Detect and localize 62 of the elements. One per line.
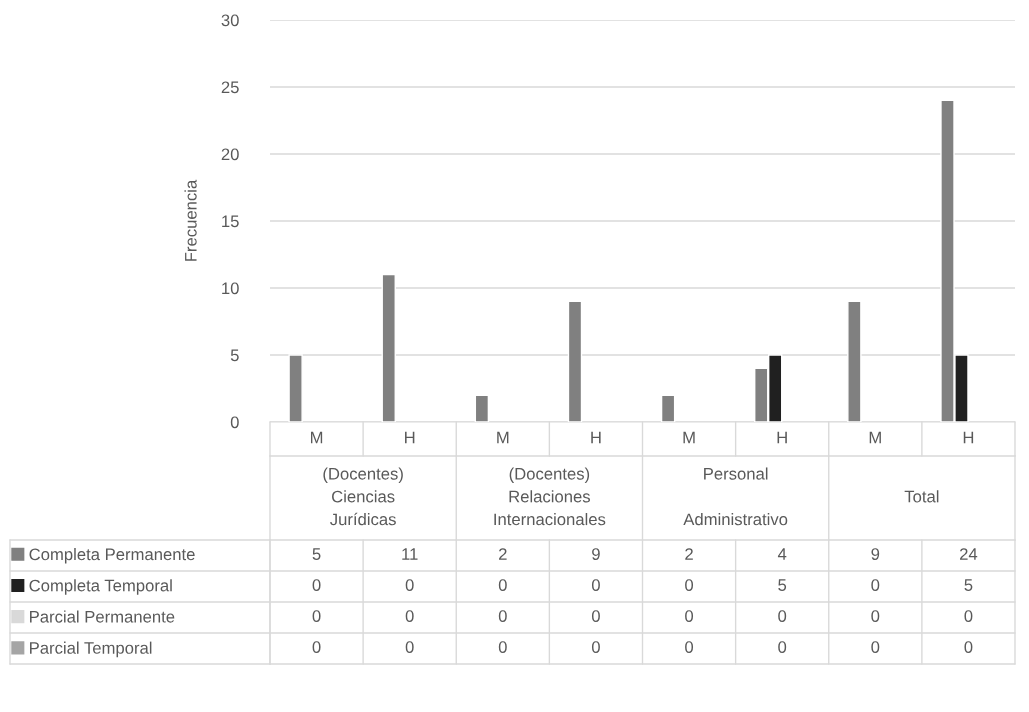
data-label: 0 [405,641,414,653]
bar [288,354,303,422]
x-tick-label: M [869,431,881,444]
data-label: 0 [685,579,694,591]
x-tick-label: H [405,431,415,444]
bar [847,300,862,422]
data-label: 2 [685,548,693,560]
text: Total [904,490,939,503]
bar [381,273,396,422]
data-label: 0 [312,641,321,653]
data-label: 0 [591,610,600,622]
data-label: 4 [777,548,787,560]
bar [567,300,583,422]
text: (Docentes) Ciencias Jurídicas [323,467,403,526]
data-label: 0 [405,579,414,591]
bar [660,394,676,422]
x-tick-label: M [497,431,509,444]
y-tick-label: 20 [221,148,239,161]
data-label: 5 [964,579,973,591]
data-label: 0 [591,579,600,591]
data-label: 0 [312,579,321,591]
data-label: 0 [871,610,880,622]
data-label: 5 [778,579,787,591]
data-label: 0 [498,579,507,591]
data-label: 0 [312,610,321,622]
legend-label: Parcial Temporal [30,641,152,658]
text: (Docentes) Relaciones Internacionales [494,467,606,526]
y-tick-label: 5 [230,349,239,362]
x-tick-label: H [963,431,974,444]
data-label: 9 [592,548,600,560]
data-label: 0 [498,641,507,653]
data-label: 0 [964,610,973,622]
y-tick-label: 10 [222,282,239,295]
data-label: 0 [871,579,880,591]
data-label: 0 [964,641,973,653]
data-label: 24 [960,548,978,560]
legend-label: Parcial Permanente [30,610,175,623]
x-tick-label: H [777,431,787,444]
data-label: 0 [778,610,787,622]
data-label: 0 [591,641,600,653]
x-tick-label: M [683,431,695,444]
legend-label: Completa Permanente [29,548,195,564]
data-label: 0 [778,641,787,653]
bar [474,394,490,422]
data-label: 0 [405,610,414,622]
y-tick-label: 25 [221,81,239,94]
y-tick-label: 0 [230,416,239,429]
data-label: 5 [312,548,321,560]
data-label: 11 [402,548,418,560]
y-tick-label: 15 [222,215,239,228]
y-tick-label: 30 [221,14,239,27]
data-label: 0 [498,610,507,622]
y-axis-title: Frecuencia [184,179,197,261]
x-tick-label: H [591,431,601,444]
data-label: 0 [685,641,694,653]
text: Personal Administrativo [683,467,788,526]
x-tick-label: M [310,431,323,444]
data-label: 9 [871,548,880,560]
legend-label: Completa Temporal [29,579,172,595]
data-label: 0 [685,610,694,622]
data-label: 2 [499,548,507,560]
data-label: 0 [871,641,880,653]
